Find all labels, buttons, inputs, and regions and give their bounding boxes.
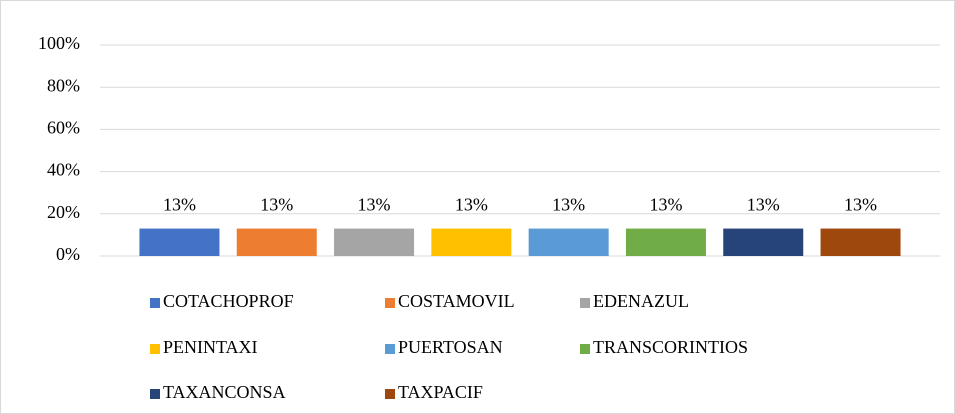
legend-swatch: [385, 344, 395, 354]
y-tick-label: 100%: [38, 33, 80, 53]
data-label: 13%: [552, 195, 585, 215]
bar: [723, 228, 804, 256]
data-label: 13%: [358, 195, 391, 215]
legend-label: PENINTAXI: [163, 337, 258, 357]
legend-swatch: [580, 344, 590, 354]
bar: [820, 228, 901, 256]
data-label: 13%: [260, 195, 293, 215]
y-tick-label: 60%: [47, 118, 80, 138]
bar: [334, 228, 415, 256]
bar: [139, 228, 220, 256]
data-label: 13%: [844, 195, 877, 215]
y-tick-label: 80%: [47, 75, 80, 95]
data-label: 13%: [455, 195, 488, 215]
legend-label: COSTAMOVIL: [398, 291, 515, 311]
bar: [431, 228, 512, 256]
data-label: 13%: [163, 195, 196, 215]
data-label: 13%: [747, 195, 780, 215]
legend-label: TAXANCONSA: [163, 382, 286, 402]
legend-label: EDENAZUL: [593, 291, 689, 311]
legend-label: TAXPACIF: [398, 382, 483, 402]
legend-swatch: [580, 298, 590, 308]
y-tick-label: 20%: [47, 202, 80, 222]
legend-label: TRANSCORINTIOS: [593, 337, 748, 357]
legend-swatch: [150, 344, 160, 354]
bar: [625, 228, 706, 256]
legend-label: COTACHOPROF: [163, 291, 294, 311]
legend-swatch: [385, 298, 395, 308]
bar: [528, 228, 609, 256]
bar: [236, 228, 317, 256]
legend-swatch: [150, 389, 160, 399]
legend-swatch: [150, 298, 160, 308]
data-label: 13%: [649, 195, 682, 215]
legend-swatch: [385, 389, 395, 399]
legend-label: PUERTOSAN: [398, 337, 503, 357]
y-tick-label: 40%: [47, 160, 80, 180]
y-tick-label: 0%: [56, 244, 80, 264]
